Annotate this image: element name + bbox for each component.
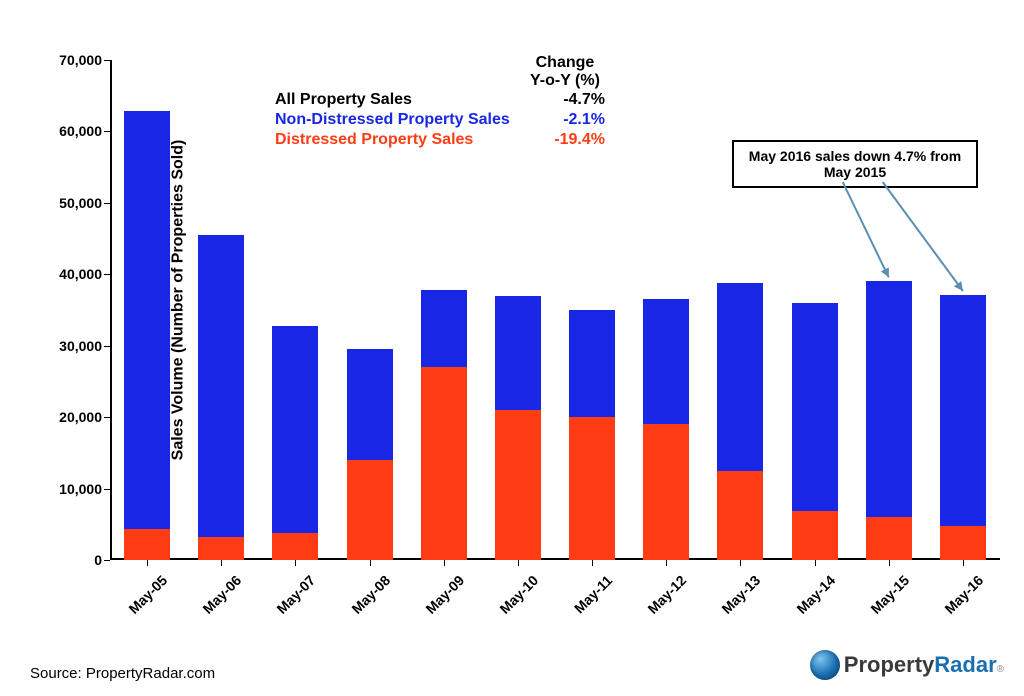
bar-group bbox=[940, 295, 986, 560]
y-tick-mark bbox=[104, 274, 110, 275]
bar-group bbox=[198, 235, 244, 560]
bar-distressed bbox=[792, 511, 838, 560]
x-tick-label: May-09 bbox=[410, 572, 467, 629]
x-tick-label: May-14 bbox=[781, 572, 838, 629]
bar-distressed bbox=[495, 410, 541, 560]
bar-group bbox=[124, 111, 170, 560]
legend-row: All Property Sales-4.7% bbox=[275, 90, 605, 110]
y-tick-mark bbox=[104, 60, 110, 61]
logo-text: PropertyRadar® bbox=[844, 652, 1004, 678]
bar-non-distressed bbox=[940, 295, 986, 526]
y-tick-label: 30,000 bbox=[42, 338, 102, 354]
legend-row: Distressed Property Sales-19.4% bbox=[275, 130, 605, 150]
bar-distressed bbox=[421, 367, 467, 560]
legend-label: All Property Sales bbox=[275, 90, 535, 110]
bar-group bbox=[495, 296, 541, 560]
bar-non-distressed bbox=[421, 290, 467, 367]
legend-header-line2: Y-o-Y (%) bbox=[530, 72, 600, 90]
callout-box: May 2016 sales down 4.7% from May 2015 bbox=[732, 140, 978, 188]
x-tick-label: May-08 bbox=[336, 572, 393, 629]
bar-group bbox=[347, 349, 393, 560]
bar-distressed bbox=[347, 460, 393, 560]
bar-non-distressed bbox=[272, 326, 318, 533]
bar-group bbox=[866, 281, 912, 560]
y-tick-mark bbox=[104, 417, 110, 418]
y-tick-mark bbox=[104, 346, 110, 347]
y-tick-label: 50,000 bbox=[42, 195, 102, 211]
logo-part1: Property bbox=[844, 652, 934, 678]
x-tick-mark bbox=[518, 560, 519, 566]
bar-distressed bbox=[717, 471, 763, 560]
bar-group bbox=[569, 310, 615, 560]
bar-non-distressed bbox=[495, 296, 541, 410]
legend-label: Non-Distressed Property Sales bbox=[275, 110, 535, 130]
bar-distressed bbox=[198, 537, 244, 560]
x-tick-label: May-07 bbox=[262, 572, 319, 629]
x-tick-label: May-12 bbox=[633, 572, 690, 629]
bar-distressed bbox=[866, 517, 912, 560]
x-tick-mark bbox=[295, 560, 296, 566]
source-text: Source: PropertyRadar.com bbox=[30, 665, 215, 682]
x-tick-mark bbox=[963, 560, 964, 566]
bar-distressed bbox=[272, 533, 318, 560]
callout-line2: May 2015 bbox=[746, 164, 964, 180]
legend-value: -19.4% bbox=[535, 130, 605, 150]
x-tick-label: May-11 bbox=[559, 572, 616, 629]
x-tick-mark bbox=[370, 560, 371, 566]
globe-icon bbox=[810, 650, 840, 680]
callout-line1: May 2016 sales down 4.7% from bbox=[746, 148, 964, 164]
bar-group bbox=[643, 299, 689, 560]
y-tick-mark bbox=[104, 489, 110, 490]
x-tick-mark bbox=[221, 560, 222, 566]
bar-non-distressed bbox=[717, 283, 763, 471]
x-tick-label: May-15 bbox=[855, 572, 912, 629]
bar-non-distressed bbox=[347, 349, 393, 460]
bar-distressed bbox=[643, 424, 689, 560]
x-tick-mark bbox=[444, 560, 445, 566]
y-tick-label: 10,000 bbox=[42, 481, 102, 497]
x-tick-label: May-10 bbox=[485, 572, 542, 629]
y-tick-mark bbox=[104, 131, 110, 132]
bar-distressed bbox=[940, 526, 986, 560]
legend-label: Distressed Property Sales bbox=[275, 130, 535, 150]
logo-part2: Radar bbox=[934, 652, 996, 678]
bar-distressed bbox=[124, 529, 170, 560]
x-tick-label: May-05 bbox=[114, 572, 171, 629]
y-tick-label: 70,000 bbox=[42, 52, 102, 68]
y-tick-label: 20,000 bbox=[42, 409, 102, 425]
x-tick-label: May-16 bbox=[930, 572, 987, 629]
bar-non-distressed bbox=[866, 281, 912, 517]
bar-non-distressed bbox=[569, 310, 615, 417]
bar-non-distressed bbox=[643, 299, 689, 424]
y-tick-mark bbox=[104, 560, 110, 561]
legend-value: -4.7% bbox=[535, 90, 605, 110]
propertyradar-logo: PropertyRadar® bbox=[810, 650, 1004, 680]
x-tick-mark bbox=[592, 560, 593, 566]
y-tick-label: 40,000 bbox=[42, 266, 102, 282]
bar-group bbox=[792, 303, 838, 560]
bar-non-distressed bbox=[198, 235, 244, 537]
y-tick-mark bbox=[104, 203, 110, 204]
legend: Change Y-o-Y (%) All Property Sales-4.7%… bbox=[275, 90, 605, 150]
legend-row: Non-Distressed Property Sales-2.1% bbox=[275, 110, 605, 130]
legend-header: Change Y-o-Y (%) bbox=[530, 54, 600, 89]
x-tick-label: May-13 bbox=[707, 572, 764, 629]
x-tick-mark bbox=[815, 560, 816, 566]
x-tick-mark bbox=[147, 560, 148, 566]
x-tick-mark bbox=[889, 560, 890, 566]
bar-non-distressed bbox=[124, 111, 170, 529]
y-tick-label: 60,000 bbox=[42, 123, 102, 139]
legend-header-line1: Change bbox=[530, 54, 600, 72]
legend-value: -2.1% bbox=[535, 110, 605, 130]
y-tick-label: 0 bbox=[42, 552, 102, 568]
bar-group bbox=[717, 283, 763, 560]
bar-group bbox=[272, 326, 318, 560]
x-tick-mark bbox=[666, 560, 667, 566]
x-tick-label: May-06 bbox=[188, 572, 245, 629]
bar-distressed bbox=[569, 417, 615, 560]
bar-non-distressed bbox=[792, 303, 838, 512]
registered-icon: ® bbox=[997, 664, 1004, 675]
bar-group bbox=[421, 290, 467, 560]
x-tick-mark bbox=[740, 560, 741, 566]
